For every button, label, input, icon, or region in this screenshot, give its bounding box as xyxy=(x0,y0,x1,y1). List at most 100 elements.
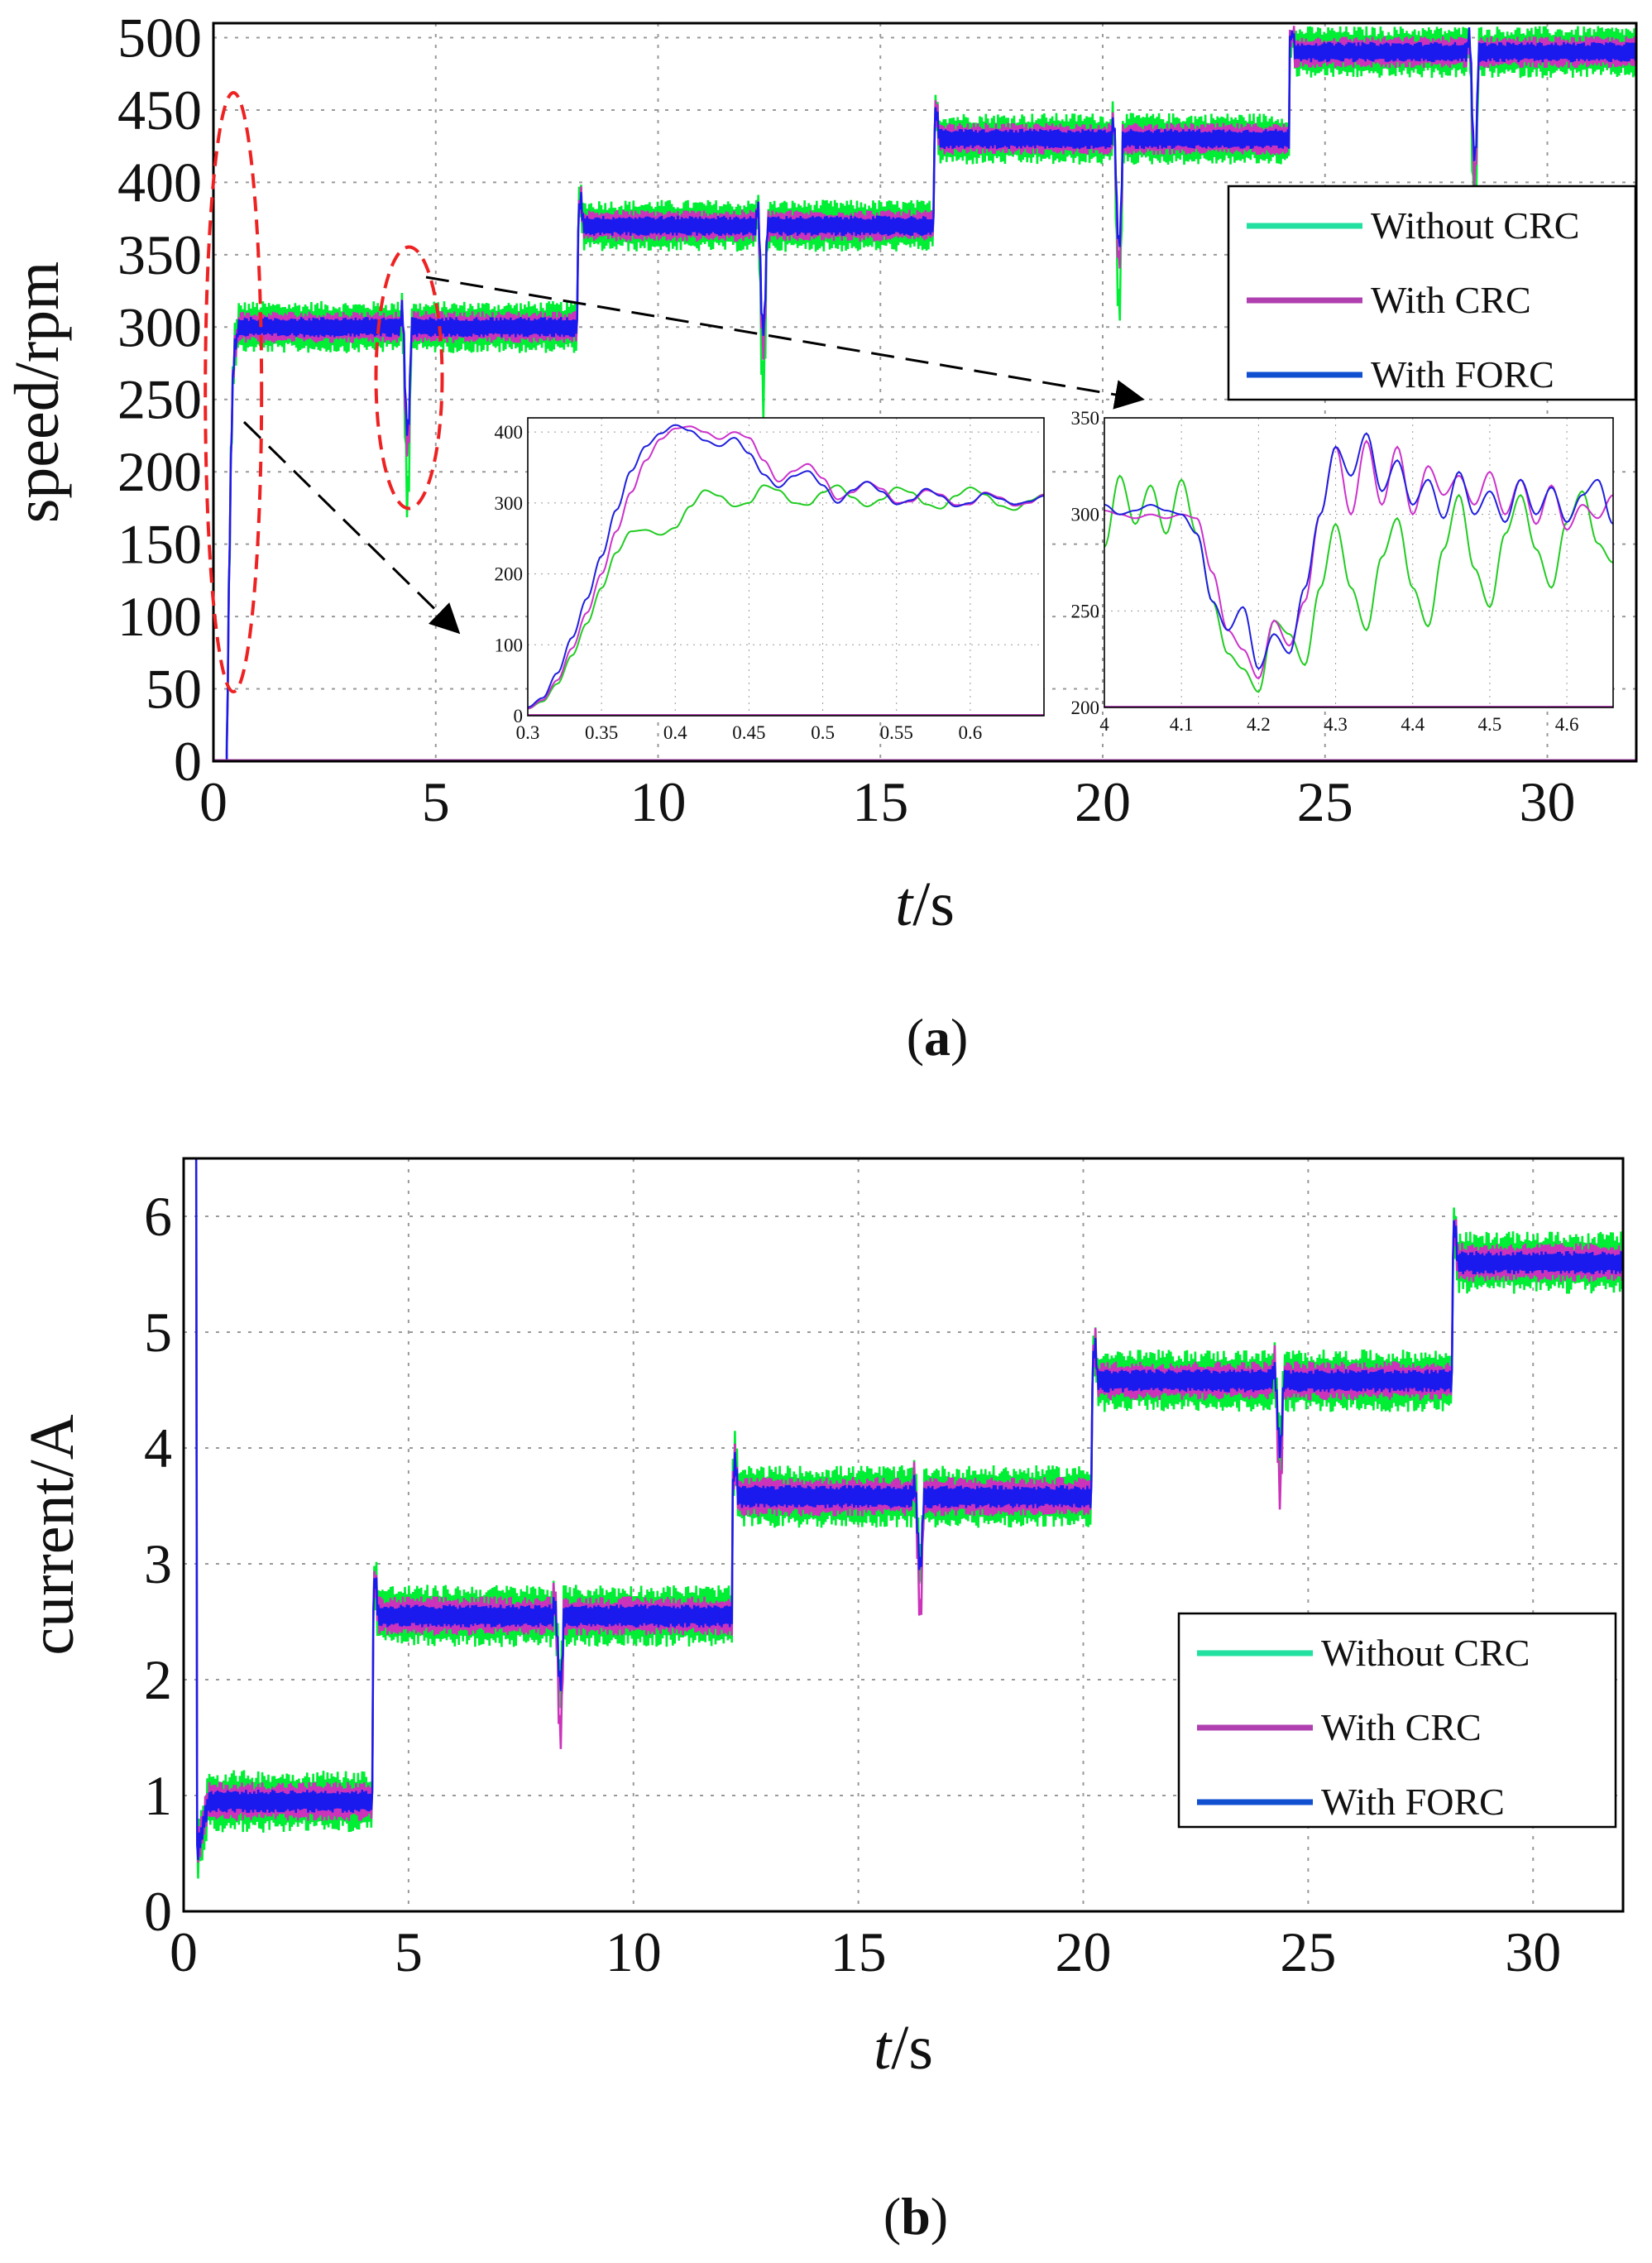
y-axis-label: speed/rpm xyxy=(2,261,72,524)
plot-area xyxy=(528,418,1044,716)
legend-label: With CRC xyxy=(1371,279,1531,321)
zoom-ellipse-disturbance xyxy=(374,245,444,511)
x-axis-label-variable: t xyxy=(874,2013,893,2083)
y-tick-label: 250 xyxy=(1071,601,1100,621)
legend: Without CRC With CRC With FORC xyxy=(1177,1612,1617,1829)
inset-axes-1: 4 4.1 4.2 4.3 4.4 4.5 4.6 200 250 300 350 xyxy=(1071,408,1614,735)
x-tick-label: 4.6 xyxy=(1555,714,1579,735)
y-tick-label: 400 xyxy=(117,151,202,213)
x-tick-label: 5 xyxy=(395,1920,423,1983)
legend: Without CRC With CRC With FORC xyxy=(1227,185,1637,401)
y-tick-label: 500 xyxy=(117,6,202,69)
x-tick-label: 4.3 xyxy=(1324,714,1348,735)
x-tick-label: 15 xyxy=(852,770,908,833)
x-axis-label: t/s xyxy=(874,2013,933,2083)
y-tick-label: 200 xyxy=(117,440,202,503)
caption-open-paren: ( xyxy=(907,1008,924,1067)
series-line-with-forc xyxy=(213,26,1636,761)
subfigure-caption: (b) xyxy=(883,2187,948,2246)
y-tick-label: 200 xyxy=(495,564,524,585)
caption-open-paren: ( xyxy=(883,2187,901,2246)
y-tick-label: 450 xyxy=(117,79,202,141)
x-tick-label: 0 xyxy=(170,1920,198,1983)
x-axis-label-variable: t xyxy=(895,870,914,939)
zoom-arrow-start xyxy=(242,420,461,635)
y-axis-label: current/A xyxy=(17,1414,87,1655)
caption-letter: b xyxy=(901,2187,931,2246)
y-tick-label: 350 xyxy=(1071,408,1100,429)
y-tick-label: 3 xyxy=(144,1532,172,1595)
inset-series-line xyxy=(528,484,1044,710)
x-tick-label: 10 xyxy=(606,1920,662,1983)
x-tick-label: 0.6 xyxy=(958,722,982,743)
x-tick-label: 30 xyxy=(1505,1920,1561,1983)
x-tick-label: 0.3 xyxy=(516,722,540,743)
y-tick-label: 1 xyxy=(144,1764,172,1827)
y-tick-label: 5 xyxy=(144,1301,172,1364)
y-tick-label: 0 xyxy=(144,1880,172,1943)
subfigure-caption: (a) xyxy=(907,1008,969,1067)
y-tick-label: 150 xyxy=(117,513,202,576)
y-tick-label: 50 xyxy=(146,658,202,721)
y-tick-label: 100 xyxy=(117,585,202,648)
axes-frame xyxy=(1104,417,1614,708)
x-tick-label: 0.4 xyxy=(663,722,687,743)
caption-close-paren: ) xyxy=(931,2187,948,2246)
legend-label: Without CRC xyxy=(1371,204,1579,247)
x-tick-label: 4 xyxy=(1099,714,1109,735)
x-tick-label: 25 xyxy=(1280,1920,1336,1983)
x-tick-label: 4.4 xyxy=(1401,714,1425,735)
legend-label: With CRC xyxy=(1321,1706,1482,1748)
legend-box xyxy=(1177,1612,1617,1829)
x-tick-label: 30 xyxy=(1520,770,1576,833)
y-tick-label: 0 xyxy=(174,730,202,793)
y-tick-label: 4 xyxy=(144,1417,172,1479)
legend-label: With FORC xyxy=(1321,1781,1505,1823)
inset-series-line xyxy=(528,424,1044,708)
y-tick-label: 200 xyxy=(1071,698,1100,718)
x-tick-label: 15 xyxy=(831,1920,887,1983)
x-tick-label: 4.1 xyxy=(1170,714,1194,735)
zoom-annotations xyxy=(204,91,1145,693)
x-axis-label-unit: /s xyxy=(891,2013,933,2083)
y-tick-label: 400 xyxy=(495,422,524,443)
x-tick-label: 20 xyxy=(1056,1920,1112,1983)
axes-frame xyxy=(527,417,1045,717)
inset-series-line xyxy=(528,425,1044,710)
x-tick-label: 5 xyxy=(422,770,450,833)
y-tick-label: 6 xyxy=(144,1185,172,1248)
y-tick-label: 0 xyxy=(514,706,524,726)
zoom-arrow-disturbance xyxy=(425,276,1145,410)
series-line-with-forc xyxy=(195,1158,1623,1860)
y-tick-label: 100 xyxy=(495,635,524,655)
legend-box xyxy=(1227,185,1637,401)
y-tick-label: 250 xyxy=(117,368,202,431)
y-tick-label: 2 xyxy=(144,1648,172,1711)
x-tick-label: 4.5 xyxy=(1478,714,1502,735)
caption-letter: a xyxy=(924,1008,950,1067)
x-tick-label: 4.2 xyxy=(1247,714,1271,735)
x-tick-label: 0.5 xyxy=(811,722,835,743)
x-tick-label: 25 xyxy=(1297,770,1353,833)
x-tick-label: 20 xyxy=(1075,770,1131,833)
plot-area xyxy=(1104,418,1613,707)
inset-series-line xyxy=(1104,474,1613,693)
y-tick-label: 300 xyxy=(495,493,524,514)
y-tick-label: 350 xyxy=(117,223,202,286)
y-tick-label: 300 xyxy=(117,295,202,358)
caption-close-paren: ) xyxy=(950,1008,968,1067)
inset-axes-0: 0.3 0.35 0.4 0.45 0.5 0.55 0.6 0 100 200 300 400 xyxy=(495,417,1045,743)
x-tick-label: 0.45 xyxy=(732,722,765,743)
x-tick-label: 0.35 xyxy=(585,722,618,743)
x-tick-label: 0 xyxy=(199,770,227,833)
zoom-ellipse-start xyxy=(204,91,264,693)
legend-label: Without CRC xyxy=(1321,1632,1530,1674)
x-tick-label: 10 xyxy=(630,770,687,833)
x-axis-label: t/s xyxy=(895,870,955,939)
inset-series-line xyxy=(1104,432,1613,670)
x-tick-label: 0.55 xyxy=(880,722,913,743)
inset-series-line xyxy=(1104,439,1613,680)
axes-b: 0 5 10 15 20 25 30 0 1 2 3 4 5 6 xyxy=(144,1157,1625,1983)
y-tick-label: 300 xyxy=(1071,505,1100,525)
